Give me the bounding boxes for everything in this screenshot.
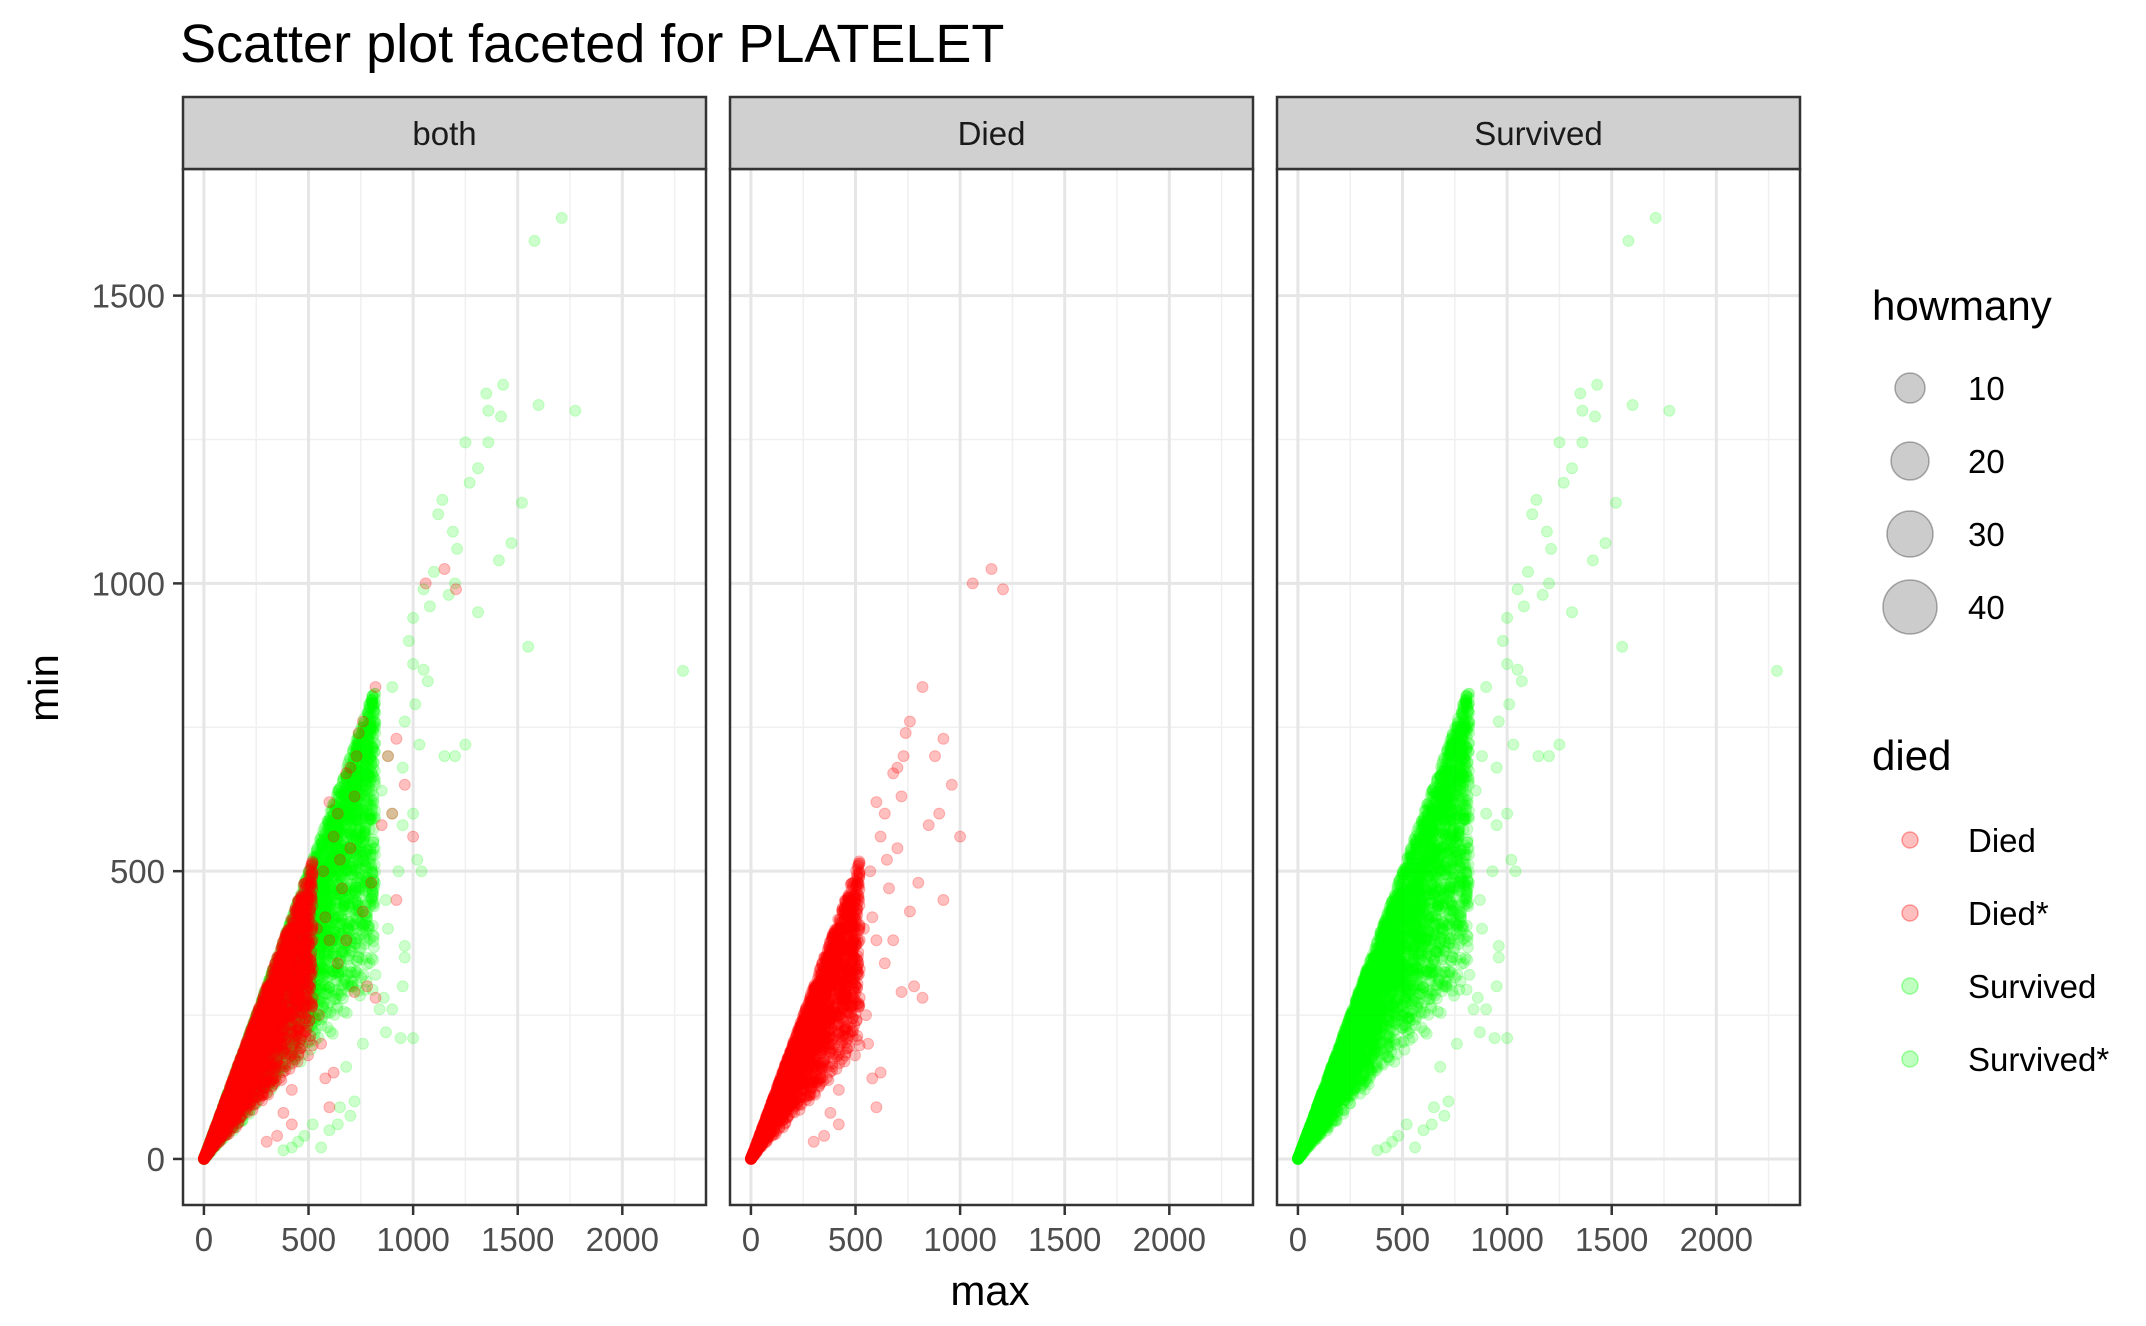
- data-point-survived: [340, 769, 353, 782]
- data-point-survived: [324, 1025, 337, 1038]
- data-point-survived: [210, 1121, 223, 1134]
- data-point-survived: [349, 864, 362, 877]
- data-point-survived: [340, 1007, 353, 1019]
- data-point-survived: [255, 997, 268, 1010]
- data-point-survived: [200, 1147, 213, 1160]
- data-point-survived: [340, 807, 353, 820]
- chart-title: Scatter plot faceted for PLATELET: [180, 14, 1004, 74]
- data-point-survived: [310, 883, 323, 896]
- data-point-survived: [332, 963, 345, 976]
- gridlines: [183, 169, 706, 1205]
- data-point-survived: [316, 932, 329, 945]
- data-point-survived: [359, 855, 372, 868]
- data-point-survived: [366, 889, 379, 902]
- data-point-survived: [362, 744, 375, 757]
- data-point-survived: [331, 933, 344, 946]
- data-point-survived: [344, 960, 357, 973]
- data-point-survived: [284, 934, 297, 947]
- data-point-survived: [258, 1024, 271, 1037]
- data-point-survived: [287, 926, 300, 939]
- data-point-survived: [317, 827, 330, 840]
- data-point-survived: [279, 932, 291, 944]
- data-point-survived: [259, 1009, 271, 1022]
- data-point-survived: [313, 991, 326, 1004]
- points-layer: [197, 211, 689, 1165]
- data-point-survived: [214, 1115, 227, 1128]
- data-point-survived: [242, 1035, 255, 1048]
- data-point-survived: [349, 886, 362, 899]
- data-point-survived: [287, 944, 300, 957]
- data-point-survived: [330, 962, 343, 975]
- data-point-survived: [245, 1023, 258, 1036]
- data-point-survived: [366, 697, 379, 710]
- data-point-survived: [310, 861, 323, 874]
- data-point-survived: [257, 1059, 270, 1072]
- panel-background: [183, 169, 706, 1205]
